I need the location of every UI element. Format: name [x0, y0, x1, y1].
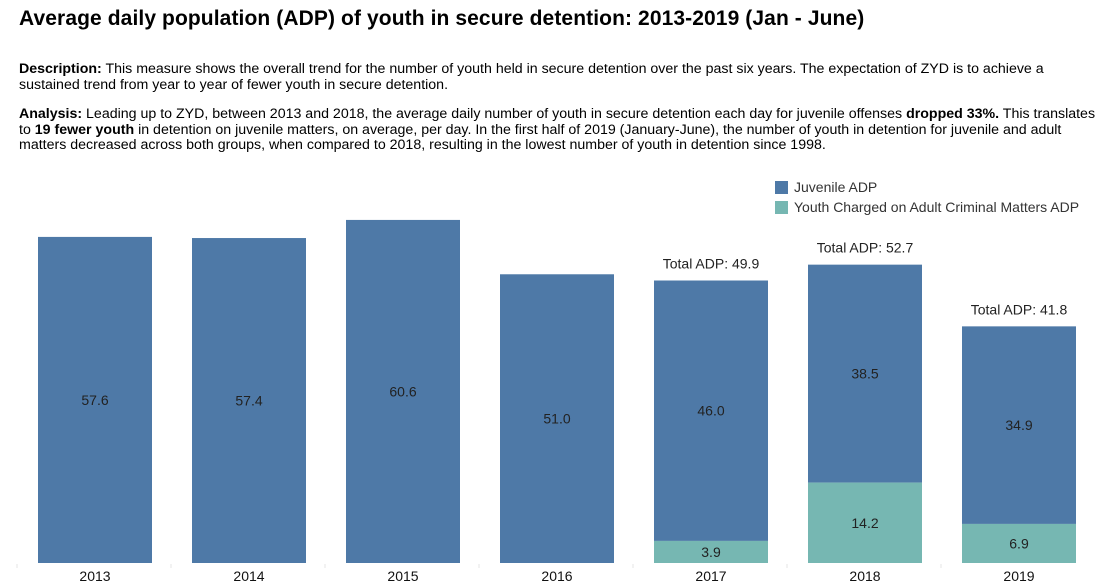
bar-adult-2018[interactable]: [808, 482, 922, 563]
bar-juvenile-2015[interactable]: [346, 219, 460, 563]
x-tick-label-2018: 2018: [849, 568, 880, 584]
analysis-paragraph: Analysis: Leading up to ZYD, between 201…: [19, 106, 1101, 154]
bar-adult-2017[interactable]: [654, 540, 768, 563]
x-tick-label-2013: 2013: [79, 568, 110, 584]
bar-adult-2019[interactable]: [962, 523, 1076, 563]
bar-juvenile-2017[interactable]: [654, 280, 768, 541]
analysis-text-1: Leading up to ZYD, between 2013 and 2018…: [82, 106, 907, 122]
legend-swatch-juvenile: [775, 180, 788, 194]
legend-swatch-adult: [775, 200, 788, 214]
total-label-2018: Total ADP: 52.7: [817, 240, 914, 256]
analysis-bold-fewer-youth: 19 fewer youth: [34, 121, 135, 138]
analysis-label: Analysis:: [19, 106, 83, 122]
value-label-juvenile-2018: 38.5: [851, 366, 878, 382]
bar-juvenile-2018[interactable]: [808, 264, 922, 483]
bar-juvenile-2014[interactable]: [192, 238, 306, 563]
analysis-text-3: in detention on juvenile matters, on ave…: [19, 121, 1062, 153]
value-label-juvenile-2017: 46.0: [697, 403, 724, 419]
x-tick-label-2019: 2019: [1003, 568, 1034, 584]
chart-legend: Juvenile ADP Youth Charged on Adult Crim…: [775, 177, 1079, 217]
chart-title: Average daily population (ADP) of youth …: [19, 7, 865, 30]
description-text: This measure shows the overall trend for…: [19, 61, 1044, 93]
bar-juvenile-2019[interactable]: [962, 326, 1076, 524]
x-tick-label-2017: 2017: [695, 568, 726, 584]
description-paragraph: Description: This measure shows the over…: [19, 61, 1101, 93]
value-label-adult-2019: 6.9: [1009, 535, 1029, 551]
x-tick-label-2016: 2016: [541, 568, 572, 584]
bar-juvenile-2016[interactable]: [500, 274, 614, 563]
analysis-text-2: This translates to: [19, 106, 1096, 138]
legend-item-juvenile[interactable]: Juvenile ADP: [775, 177, 1079, 197]
value-label-juvenile-2013: 57.6: [81, 392, 108, 408]
bar-juvenile-2013[interactable]: [38, 236, 152, 564]
value-label-juvenile-2015: 60.6: [389, 383, 416, 399]
legend-label-juvenile: Juvenile ADP: [794, 179, 878, 195]
total-label-2017: Total ADP: 49.9: [663, 256, 760, 272]
value-label-adult-2017: 3.9: [701, 544, 721, 560]
legend-item-adult[interactable]: Youth Charged on Adult Criminal Matters …: [775, 197, 1079, 217]
value-label-juvenile-2019: 34.9: [1005, 417, 1032, 433]
total-label-2019: Total ADP: 41.8: [971, 301, 1068, 317]
analysis-bold-dropped: dropped 33%.: [906, 106, 1000, 122]
x-tick-label-2014: 2014: [233, 568, 264, 584]
x-tick-label-2015: 2015: [387, 568, 418, 584]
value-label-adult-2018: 14.2: [851, 515, 878, 531]
value-label-juvenile-2016: 51.0: [543, 411, 570, 427]
description-label: Description:: [19, 61, 102, 77]
legend-label-adult: Youth Charged on Adult Criminal Matters …: [794, 199, 1080, 215]
value-label-juvenile-2014: 57.4: [235, 393, 262, 409]
